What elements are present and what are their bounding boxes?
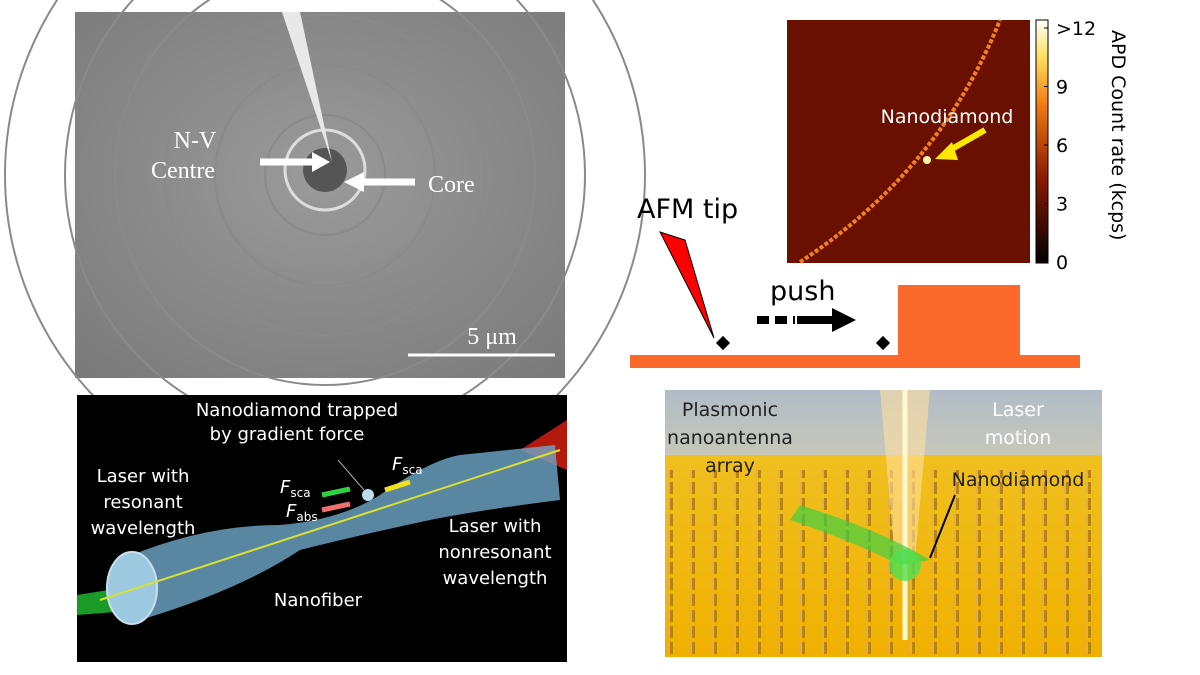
- push-label: push: [770, 276, 835, 307]
- antenna-panel: Plasmonic nanoantenna array Laser motion Na…: [665, 390, 1102, 657]
- fiber-label: Nanofiber: [274, 590, 363, 611]
- colorbar-tick-label: 0: [1056, 252, 1068, 274]
- force-label: Fabs: [286, 501, 318, 524]
- colorbar-tick-label: 6: [1056, 135, 1068, 157]
- force-label: Fsca: [280, 477, 311, 500]
- force-label: Fsca: [392, 454, 423, 477]
- motion-label: Laser motion: [985, 399, 1052, 449]
- nv-label: N-V Centre: [151, 128, 217, 184]
- afm-panel: AFM tip push: [630, 194, 1080, 368]
- tip-label: AFM tip: [637, 194, 738, 225]
- scale-bar-label: 5 μm: [467, 324, 517, 350]
- particle-label: Nanodiamond: [952, 469, 1085, 491]
- nanofiber-panel: Nanodiamond trapped by gradient force Las…: [77, 395, 567, 662]
- array-label: Plasmonic nanoantenna array: [667, 399, 793, 477]
- sem-panel: N-V Centre Core 5 μm: [4, 0, 646, 496]
- colorbar-tick-label: >12: [1056, 18, 1096, 40]
- particle-label: Nanodiamond: [881, 106, 1014, 128]
- nonresonant-label: Laser with nonresonant wavelength: [438, 516, 551, 589]
- core-label: Core: [428, 172, 475, 198]
- colorbar-tick-label: 9: [1056, 77, 1068, 99]
- fluorescence-panel: Nanodiamond >12 9 6 3 0 APD Count rate (kcps…: [787, 18, 1129, 274]
- colorbar-label: APD Count rate (kcps): [1107, 30, 1129, 240]
- colorbar-tick-label: 3: [1056, 194, 1068, 216]
- resonant-label: Laser with resonant wavelength: [91, 466, 196, 539]
- trapped-label: Nanodiamond trapped by gradient force: [196, 400, 398, 445]
